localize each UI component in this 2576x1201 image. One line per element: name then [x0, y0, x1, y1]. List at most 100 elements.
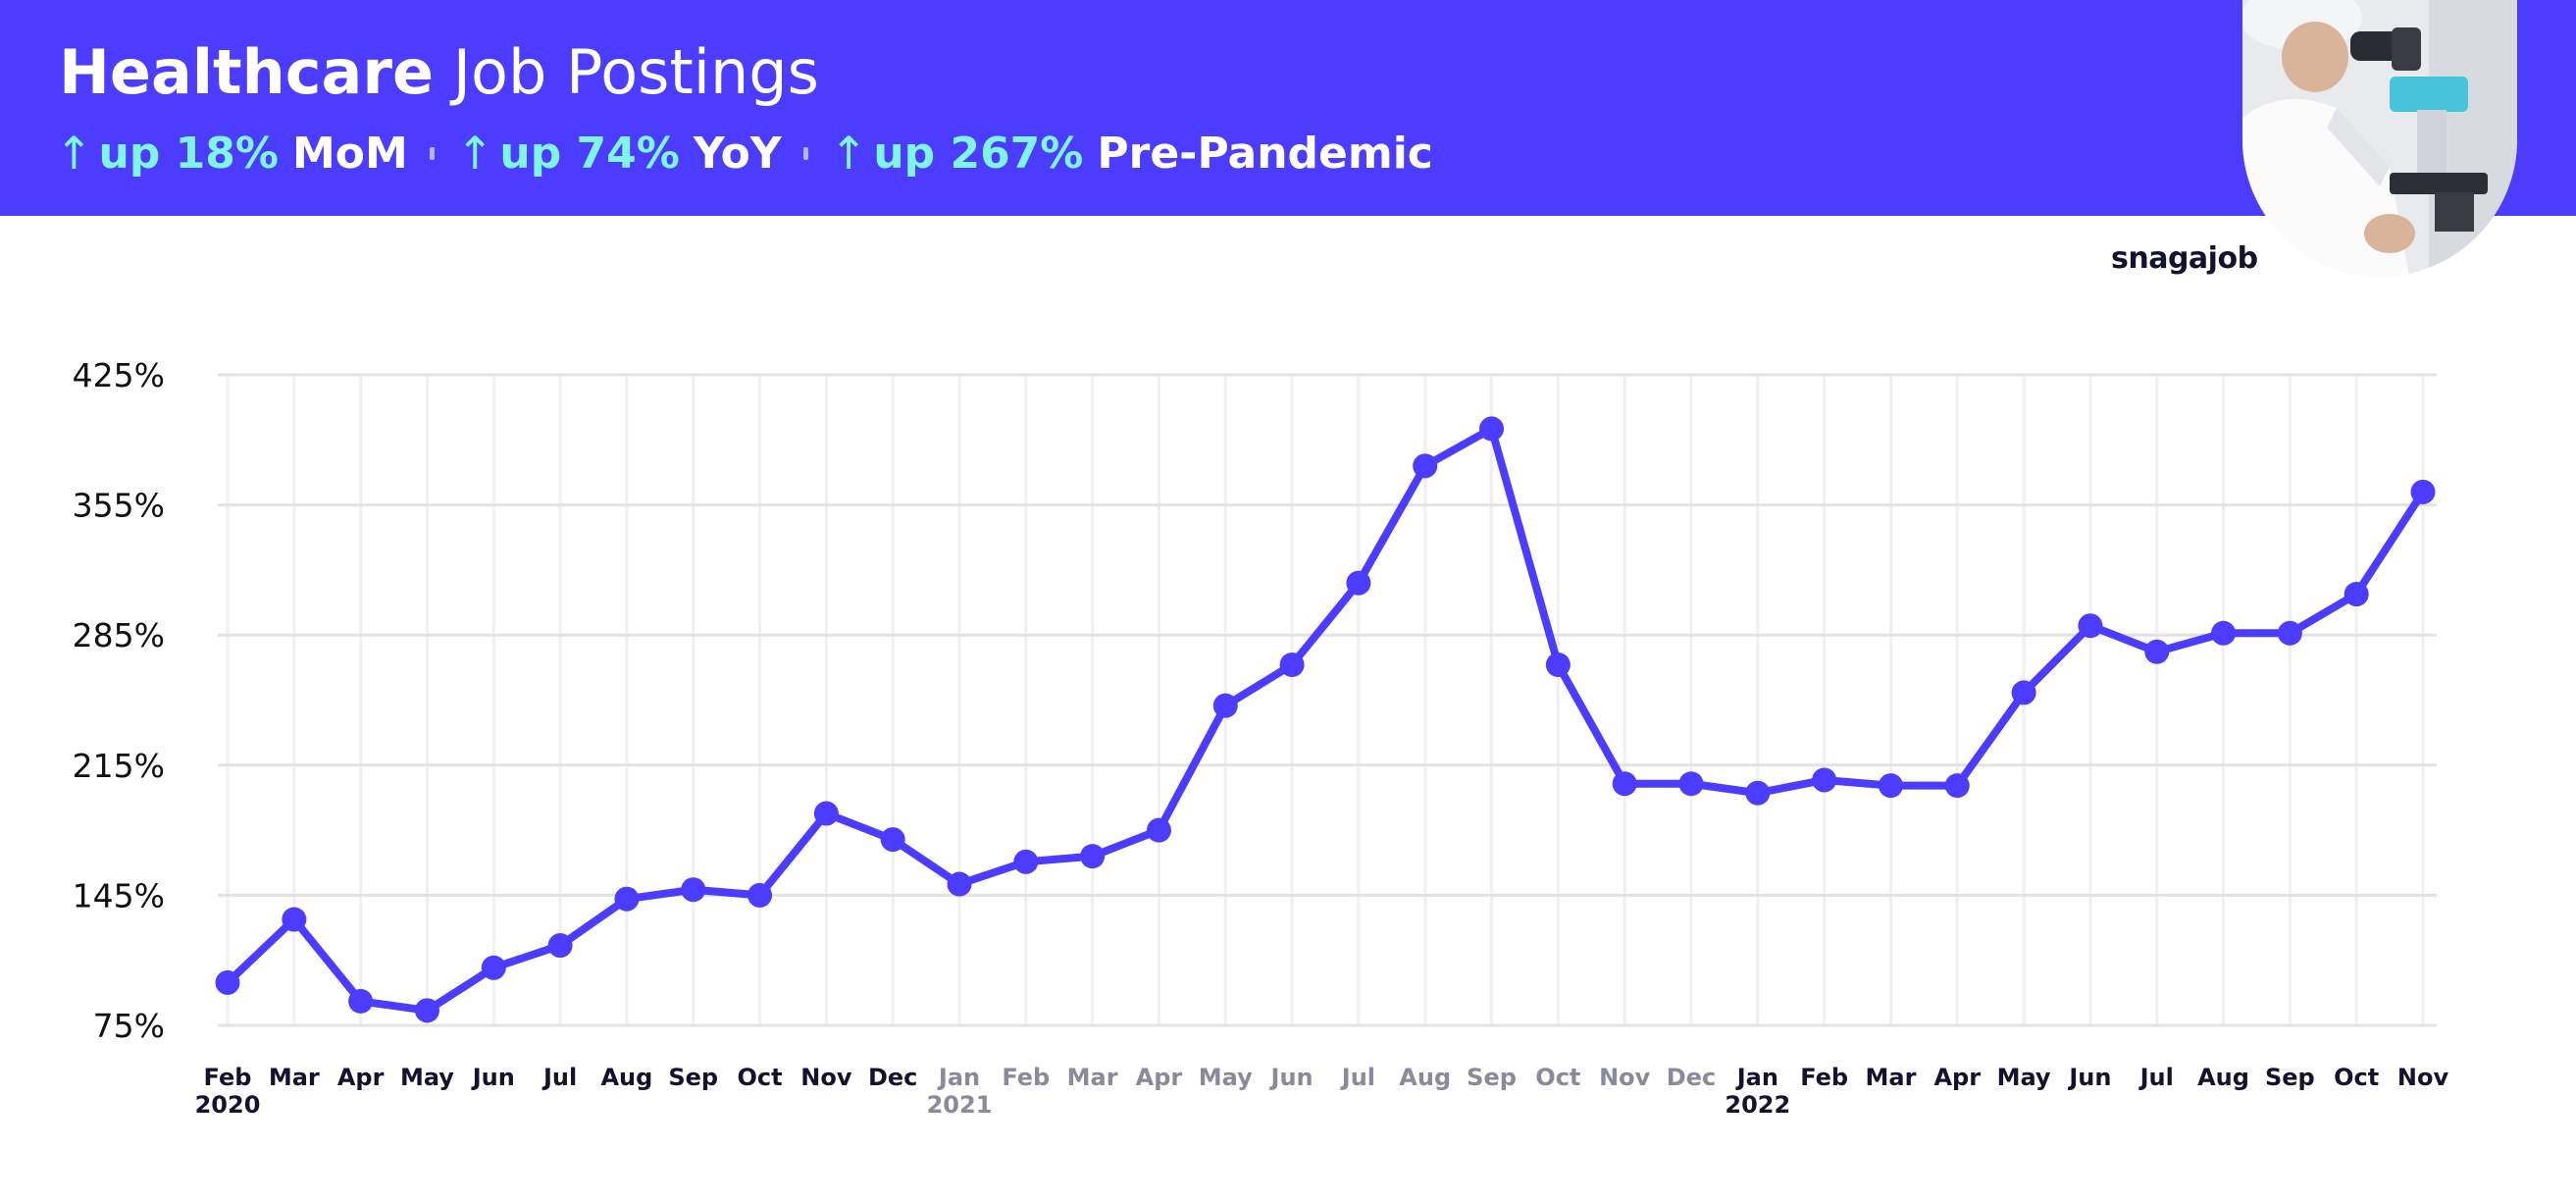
brand-logo: snagajob: [2111, 241, 2258, 276]
x-tick-label: Aug: [1399, 1064, 1451, 1091]
x-tick-label: Sep: [668, 1064, 718, 1091]
data-point: [348, 988, 374, 1014]
x-tick-label: Apr: [1136, 1064, 1183, 1091]
data-point: [547, 933, 573, 959]
x-tick-label: Mar: [1865, 1064, 1916, 1091]
x-tick-label: Jan: [1735, 1064, 1778, 1091]
separator-dot: [802, 146, 808, 160]
data-point: [1413, 453, 1438, 479]
header-banner: Healthcare Job Postings ↑ up 18% MoM ↑ u…: [0, 0, 2576, 216]
series-line: [224, 424, 2427, 1015]
data-point: [1212, 693, 1238, 718]
x-tick-label: Feb: [204, 1064, 252, 1091]
stat-yoy: ↑ up 74% YoY: [456, 127, 782, 180]
x-tick-label: Dec: [868, 1064, 917, 1091]
stat-label: MoM: [292, 128, 408, 179]
y-tick-label: 285%: [73, 616, 165, 654]
x-tick-label: Aug: [2197, 1064, 2249, 1091]
data-point: [880, 827, 905, 853]
arrow-up-icon: ↑: [829, 127, 868, 180]
data-point: [1944, 773, 1970, 799]
data-point: [481, 955, 506, 980]
y-tick-label: 215%: [73, 747, 165, 785]
data-point: [1279, 653, 1305, 678]
stat-pre-pandemic: ↑ up 267% Pre-Pandemic: [830, 127, 1433, 180]
data-point: [1812, 767, 1837, 793]
x-year-label: 2022: [1725, 1091, 1790, 1119]
x-tick-label: Mar: [269, 1064, 320, 1091]
x-tick-label: Oct: [2334, 1064, 2379, 1091]
data-point: [414, 998, 439, 1023]
data-point: [2144, 639, 2170, 664]
x-tick-label: Nov: [1599, 1064, 1651, 1091]
data-point: [1545, 653, 1571, 678]
separator-dot: [429, 146, 435, 160]
data-point: [1013, 849, 1039, 874]
data-point: [1146, 817, 1171, 843]
data-point: [1878, 773, 1903, 799]
x-tick-label: Dec: [1667, 1064, 1716, 1091]
page-title: Healthcare Job Postings: [59, 35, 819, 110]
x-tick-label: Sep: [1467, 1064, 1517, 1091]
data-point: [614, 886, 640, 912]
x-tick-label: Nov: [2397, 1064, 2449, 1091]
data-point: [215, 969, 240, 995]
x-tick-label: Apr: [1933, 1064, 1981, 1091]
x-tick-label: Sep: [2265, 1064, 2315, 1091]
x-year-label: 2021: [927, 1091, 993, 1119]
x-tick-label: Jan: [937, 1064, 980, 1091]
x-tick-label: Jul: [541, 1064, 577, 1091]
lab-scientist-photo: [2242, 0, 2517, 277]
x-tick-label: May: [1997, 1064, 2051, 1091]
x-tick-label: Jul: [2138, 1064, 2174, 1091]
data-point: [2410, 479, 2436, 504]
stat-value: up 267%: [873, 128, 1084, 179]
data-point: [1346, 570, 1371, 596]
data-point: [2011, 680, 2036, 705]
x-tick-label: Oct: [737, 1064, 782, 1091]
data-point: [947, 871, 972, 897]
y-tick-label: 145%: [73, 876, 165, 914]
x-tick-label: Jul: [1340, 1064, 1375, 1091]
x-tick-label: Oct: [1535, 1064, 1580, 1091]
y-tick-label: 355%: [73, 487, 165, 525]
stat-label: YoY: [693, 128, 782, 179]
arrow-up-icon: ↑: [55, 127, 93, 180]
data-point: [2344, 582, 2369, 607]
data-point: [681, 877, 706, 903]
x-tick-label: Aug: [600, 1064, 652, 1091]
stat-value: up 74%: [499, 128, 680, 179]
data-point: [1080, 844, 1106, 869]
x-tick-label: Jun: [471, 1064, 515, 1091]
x-tick-label: Mar: [1067, 1064, 1118, 1091]
title-bold: Healthcare: [59, 36, 435, 108]
data-point: [1678, 771, 1704, 797]
x-tick-label: Apr: [337, 1064, 385, 1091]
data-point: [1745, 780, 1771, 806]
data-point: [2211, 620, 2237, 646]
stat-mom: ↑ up 18% MoM: [55, 127, 408, 180]
data-point: [1479, 416, 1505, 442]
data-point: [813, 801, 839, 826]
title-light: Job Postings: [452, 36, 819, 108]
stat-label: Pre-Pandemic: [1097, 128, 1433, 179]
microscope-illustration: [2242, 0, 2517, 277]
data-point: [747, 882, 773, 908]
stat-value: up 18%: [98, 128, 280, 179]
arrow-up-icon: ↑: [455, 127, 494, 180]
y-tick-label: 75%: [93, 1007, 165, 1045]
data-point: [2078, 613, 2103, 639]
x-year-label: 2020: [195, 1091, 261, 1119]
stats-row: ↑ up 18% MoM ↑ up 74% YoY ↑ up 267% Pre-…: [55, 124, 1433, 183]
data-point: [2277, 620, 2302, 646]
y-tick-label: 425%: [73, 356, 165, 394]
x-tick-label: Jun: [2067, 1064, 2111, 1091]
data-point: [1612, 771, 1637, 797]
x-tick-label: Nov: [800, 1064, 852, 1091]
x-tick-label: Feb: [1002, 1064, 1050, 1091]
x-tick-label: Jun: [1269, 1064, 1314, 1091]
data-point: [282, 907, 307, 932]
x-tick-label: May: [1199, 1064, 1253, 1091]
x-tick-label: Feb: [1800, 1064, 1848, 1091]
